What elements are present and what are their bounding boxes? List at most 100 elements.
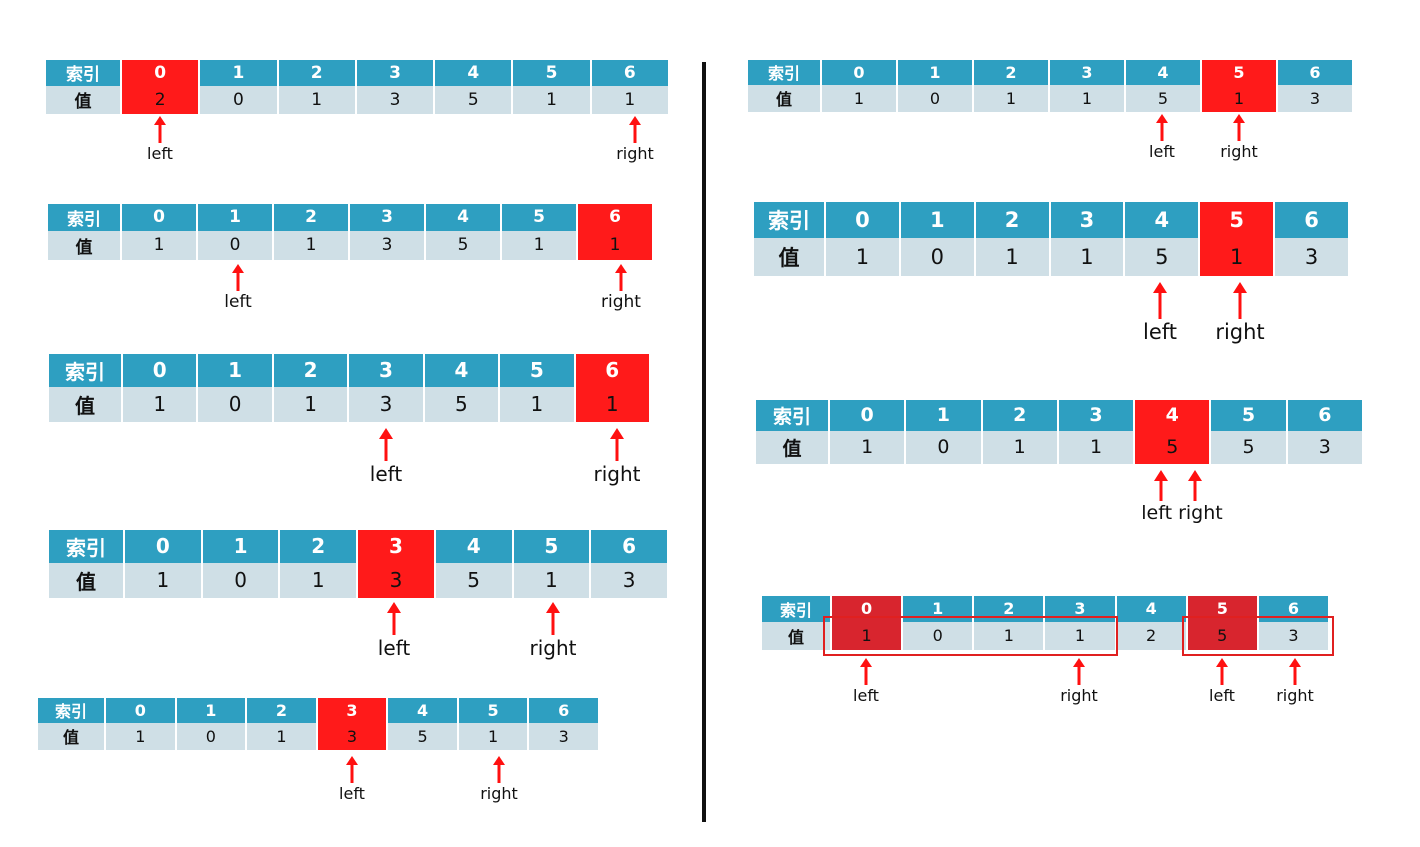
value-cell: 3	[356, 85, 434, 114]
value-cell: 3	[1275, 237, 1348, 276]
index-cell: 3	[356, 60, 434, 86]
right-label: right	[1215, 320, 1265, 344]
index-row: 索引 0 1 2 3 4 5 6	[38, 698, 598, 723]
up-arrow-icon	[1216, 658, 1228, 685]
index-cell: 3	[349, 354, 423, 387]
value-cell: 1	[1050, 237, 1124, 276]
value-cell: 5	[1126, 84, 1200, 112]
left-pointer: left	[1134, 114, 1190, 161]
value-cell: 1	[280, 562, 357, 598]
value-cell: 5	[435, 85, 512, 114]
index-cell: 4	[426, 204, 500, 231]
index-cell: 6	[1275, 202, 1348, 238]
index-cell: 5	[500, 354, 574, 387]
value-cell: 1	[247, 722, 316, 750]
value-row: 值 1 0 1 3 5 1 1	[48, 230, 652, 260]
value-header: 值	[48, 230, 120, 260]
index-cell: 1	[202, 530, 279, 563]
value-cell: 1	[513, 562, 590, 598]
value-row: 值 1 0 1 3 5 1 3	[49, 562, 667, 598]
index-header: 索引	[38, 698, 104, 723]
value-cell: 1	[502, 230, 576, 260]
index-cell: 1	[906, 400, 981, 431]
array-table: 索引 0 1 2 3 4 5 6 值 1 0 1 1 2 5 3	[760, 596, 1330, 650]
right-pointer: right	[586, 264, 656, 312]
left-right-pointer: left right	[1130, 470, 1234, 524]
value-cell: 3	[317, 722, 387, 750]
index-header: 索引	[754, 202, 824, 238]
left-pointer: left	[356, 428, 416, 486]
index-cell: 2	[278, 60, 355, 86]
value-cell: 3	[358, 562, 434, 598]
value-cell: 1	[274, 230, 348, 260]
value-cell: 1	[458, 722, 528, 750]
value-row: 值 1 0 1 1 5 1 3	[748, 84, 1352, 112]
right-pointer: right	[1206, 114, 1272, 161]
right-label: right	[1276, 686, 1314, 705]
index-cell: 5	[502, 204, 576, 231]
index-header: 索引	[49, 530, 123, 563]
value-cell: 0	[906, 430, 981, 464]
step-5: 索引 0 1 2 3 4 5 6 值 1 0 1 3 5 1 3	[36, 698, 600, 750]
index-cell: 0	[822, 60, 896, 85]
value-cell: 1	[832, 621, 902, 650]
right-pointer: right	[464, 756, 534, 803]
value-cell: 0	[176, 722, 246, 750]
index-cell: 5	[1211, 400, 1286, 431]
index-cell: 2	[974, 60, 1048, 85]
left-label: left	[224, 292, 252, 312]
right-pointer: right	[1202, 282, 1278, 344]
up-arrow-icon	[860, 658, 872, 685]
step-8: 索引 0 1 2 3 4 5 6 值 1 0 1 1 5 5 3	[754, 400, 1364, 464]
index-row: 索引 0 1 2 3 4 5 6	[48, 204, 652, 231]
right-pointer: right	[1262, 658, 1328, 705]
value-cell: 1	[1200, 237, 1274, 276]
value-cell: 1	[125, 562, 201, 598]
value-cell: 5	[1211, 430, 1286, 464]
value-row: 值 1 0 1 1 5 1 3	[754, 237, 1348, 276]
up-arrow-icon	[1153, 282, 1167, 319]
right-label: right	[529, 636, 577, 660]
value-row: 值 1 0 1 3 5 1 1	[49, 386, 649, 422]
value-cell: 5	[1135, 430, 1210, 464]
step-3: 索引 0 1 2 3 4 5 6 值 1 0 1 3 5 1 1	[47, 354, 651, 422]
value-row: 值 1 0 1 3 5 1 3	[38, 722, 598, 750]
right-label: right	[480, 784, 518, 803]
right-pointer: right	[580, 428, 654, 486]
value-header: 值	[38, 722, 104, 750]
right-pointer: right	[514, 602, 592, 660]
index-cell: 1	[898, 60, 972, 85]
left-pointer: left	[364, 602, 424, 660]
value-cell: 3	[529, 722, 598, 750]
index-cell: 4	[1125, 202, 1199, 238]
value-cell: 1	[1202, 84, 1276, 112]
up-arrow-icon	[154, 116, 166, 143]
index-cell: 6	[1287, 400, 1362, 431]
value-header: 值	[748, 84, 820, 112]
up-arrow-icon	[1233, 114, 1245, 141]
up-arrow-icon	[379, 428, 393, 461]
index-header: 索引	[46, 60, 120, 86]
value-cell: 0	[198, 386, 272, 422]
value-cell: 0	[198, 230, 272, 260]
index-cell: 6	[591, 530, 667, 563]
value-cell: 1	[500, 386, 574, 422]
value-cell: 1	[822, 84, 896, 112]
value-cell: 1	[982, 430, 1057, 464]
value-cell: 3	[350, 230, 424, 260]
index-cell: 2	[247, 698, 316, 723]
index-row: 索引 0 1 2 3 4 5 6	[748, 60, 1352, 85]
index-cell: 3	[317, 698, 387, 723]
index-row: 索引 0 1 2 3 4 5 6	[49, 354, 649, 387]
up-arrow-icon	[1289, 658, 1301, 685]
left-pointer: left	[1194, 658, 1250, 705]
value-cell: 3	[1258, 621, 1328, 650]
right-label: right	[1060, 686, 1098, 705]
left-label: left	[853, 686, 879, 705]
left-label: left	[1142, 320, 1177, 344]
index-cell: 3	[1050, 202, 1124, 238]
left-label: left	[339, 784, 365, 803]
index-cell: 3	[1050, 60, 1124, 85]
left-partition-box	[823, 616, 1118, 656]
left-label: left	[147, 144, 173, 163]
